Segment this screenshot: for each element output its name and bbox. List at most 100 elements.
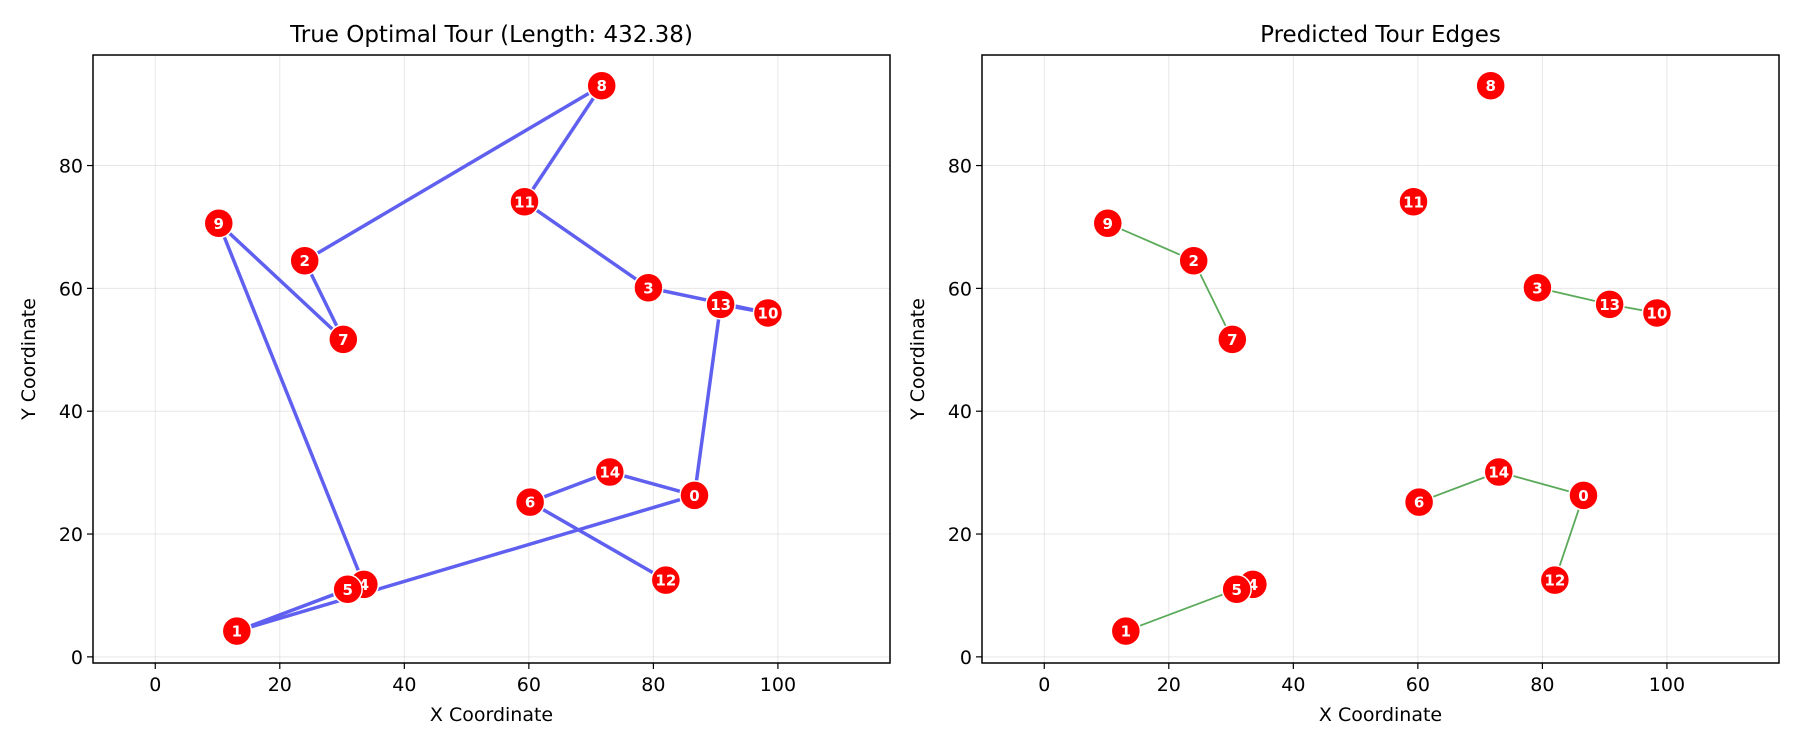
x-tick-label: 20 <box>1157 674 1181 696</box>
y-tick-label: 0 <box>960 647 972 669</box>
city-node-label: 10 <box>1647 304 1668 322</box>
y-tick-label: 40 <box>948 401 972 423</box>
city-node-2 <box>1178 245 1209 276</box>
city-node-13 <box>1594 289 1625 320</box>
x-axis-label: X Coordinate <box>1319 704 1442 726</box>
city-node-8 <box>1475 70 1506 101</box>
x-tick-label: 20 <box>268 674 292 696</box>
city-node-9 <box>203 208 235 239</box>
city-node-label: 14 <box>599 464 620 482</box>
city-node-label: 14 <box>1488 464 1509 482</box>
city-node-label: 13 <box>710 296 731 314</box>
city-node-label: 4 <box>359 576 369 594</box>
x-tick-label: 100 <box>760 674 796 696</box>
y-tick-label: 80 <box>59 156 83 178</box>
city-node-label: 6 <box>525 494 535 512</box>
y-tick-label: 80 <box>948 156 972 178</box>
tour-edge-9-2 <box>1106 222 1195 262</box>
city-node-1 <box>1110 615 1142 647</box>
plot-area <box>93 55 890 663</box>
y-tick-label: 60 <box>948 278 972 300</box>
tour-edge-6-12 <box>528 500 668 582</box>
city-node-label: 2 <box>299 252 309 270</box>
tour-edge-8-2 <box>302 83 604 263</box>
y-axis-label: Y Coordinate <box>18 298 40 421</box>
city-node-7 <box>1217 324 1248 355</box>
city-node-9 <box>1092 208 1124 239</box>
city-node-label: 9 <box>214 215 224 233</box>
city-node-1 <box>221 615 253 647</box>
y-tick-label: 20 <box>948 524 972 546</box>
city-node-label: 4 <box>1248 576 1258 594</box>
chart-title: Predicted Tour Edges <box>1260 22 1501 48</box>
y-tick-label: 40 <box>59 401 83 423</box>
city-node-12 <box>1539 564 1571 596</box>
x-tick-label: 60 <box>1406 674 1430 696</box>
x-tick-label: 80 <box>641 674 665 696</box>
city-node-0 <box>1568 480 1599 511</box>
city-node-label: 9 <box>1103 215 1113 233</box>
city-node-label: 12 <box>655 572 676 590</box>
city-node-14 <box>1483 456 1515 488</box>
y-tick-label: 60 <box>59 278 83 300</box>
axes-frame <box>92 54 891 664</box>
city-node-label: 3 <box>643 279 653 297</box>
city-node-0 <box>679 480 710 511</box>
city-node-label: 10 <box>758 304 779 322</box>
city-node-6 <box>514 486 546 518</box>
y-tick-label: 0 <box>71 647 83 669</box>
city-node-11 <box>1398 186 1429 218</box>
city-node-label: 7 <box>1227 331 1237 349</box>
city-node-5 <box>1221 574 1252 605</box>
city-node-7 <box>328 324 359 355</box>
city-node-label: 6 <box>1414 494 1424 512</box>
city-node-label: 5 <box>342 581 352 599</box>
tour-edge-1-5 <box>1124 588 1238 632</box>
axes-frame <box>981 54 1780 664</box>
tour-edge-1-0 <box>235 493 697 633</box>
tour-edge-3-11 <box>522 200 651 290</box>
x-tick-label: 100 <box>1649 674 1685 696</box>
city-node-label: 1 <box>232 623 242 641</box>
tour-edge-7-9 <box>217 221 346 342</box>
city-node-label: 2 <box>1188 252 1198 270</box>
y-tick-label: 20 <box>59 524 83 546</box>
city-node-2 <box>289 245 320 276</box>
city-node-3 <box>1522 272 1553 304</box>
city-node-12 <box>650 564 682 596</box>
x-axis-label: X Coordinate <box>430 704 553 726</box>
tour-edge-9-4 <box>217 221 366 587</box>
city-node-label: 11 <box>1403 193 1424 211</box>
x-tick-label: 80 <box>1530 674 1554 696</box>
city-node-label: 1 <box>1121 623 1131 641</box>
chart-title: True Optimal Tour (Length: 432.38) <box>289 22 693 48</box>
city-node-label: 7 <box>338 331 348 349</box>
x-tick-label: 60 <box>517 674 541 696</box>
city-node-10 <box>1641 297 1673 329</box>
city-node-label: 12 <box>1544 572 1565 590</box>
tour-edge-11-8 <box>522 83 604 204</box>
x-tick-label: 40 <box>1281 674 1305 696</box>
city-node-label: 0 <box>689 487 699 505</box>
city-node-13 <box>705 289 736 320</box>
tour-edge-0-13 <box>692 302 723 498</box>
x-tick-label: 0 <box>149 674 161 696</box>
x-tick-label: 0 <box>1038 674 1050 696</box>
city-node-6 <box>1403 486 1435 518</box>
city-node-label: 13 <box>1599 296 1620 314</box>
x-tick-label: 40 <box>392 674 416 696</box>
city-node-8 <box>586 70 617 101</box>
city-node-label: 11 <box>514 193 535 211</box>
city-node-label: 8 <box>1485 77 1495 95</box>
city-node-label: 0 <box>1578 487 1588 505</box>
city-node-label: 3 <box>1532 279 1542 297</box>
city-node-label: 8 <box>596 77 606 95</box>
plot-area <box>982 55 1779 663</box>
city-node-3 <box>633 272 664 304</box>
city-node-11 <box>509 186 540 218</box>
city-node-label: 5 <box>1231 581 1241 599</box>
city-node-14 <box>594 456 626 488</box>
